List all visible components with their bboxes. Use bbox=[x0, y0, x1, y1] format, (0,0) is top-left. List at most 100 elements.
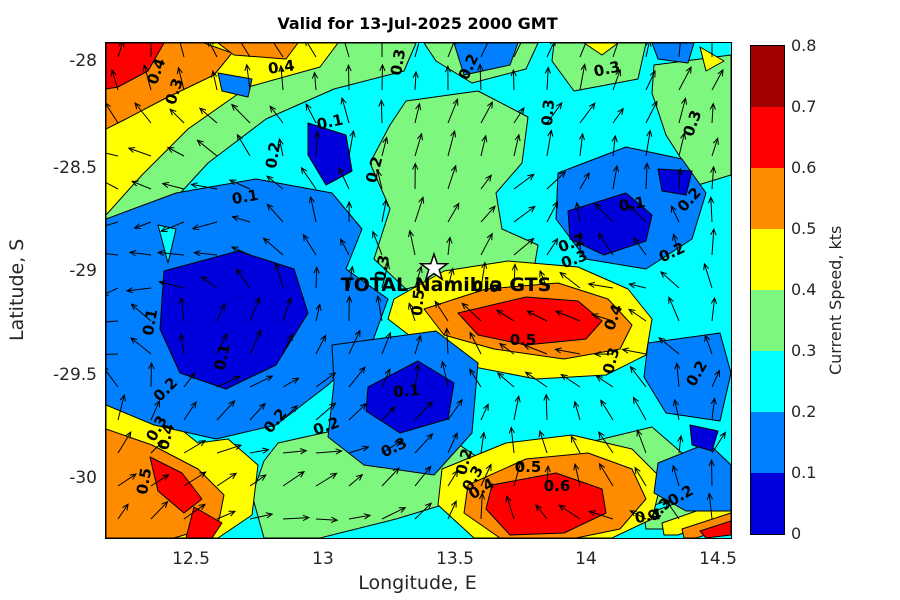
x-tick-label: 13.5 bbox=[436, 549, 474, 569]
quiver-arrow bbox=[176, 66, 185, 91]
quiver-arrow bbox=[709, 102, 716, 124]
quiver-arrow bbox=[578, 132, 585, 157]
quiver-arrow bbox=[414, 502, 433, 520]
quiver-arrow bbox=[110, 68, 119, 91]
quiver-arrow bbox=[708, 195, 715, 223]
quiver-arrow bbox=[216, 444, 243, 454]
quiver-arrow bbox=[703, 262, 713, 289]
quiver-arrow bbox=[593, 350, 614, 358]
quiver-arrow bbox=[183, 471, 207, 487]
quiver-arrow bbox=[546, 101, 563, 124]
contour-label: 0.3 bbox=[371, 253, 393, 282]
quiver-arrow bbox=[678, 97, 688, 124]
quiver-arrow bbox=[513, 394, 521, 421]
colorbar-label: Current Speed, kts bbox=[826, 225, 845, 375]
quiver-arrow bbox=[348, 445, 370, 454]
contour-label: 0.4 bbox=[633, 505, 662, 527]
contour-region bbox=[149, 456, 203, 514]
quiver-arrow bbox=[510, 68, 517, 91]
x-tick-label: 14 bbox=[575, 549, 597, 569]
quiver-arrow bbox=[117, 473, 138, 487]
quiver-arrow bbox=[480, 261, 488, 289]
contour-region bbox=[159, 250, 309, 390]
quiver-arrow bbox=[348, 473, 364, 487]
quiver-arrow bbox=[150, 440, 164, 454]
quiver-arrow bbox=[522, 344, 548, 355]
station-label: TOTAL Namibia GTS bbox=[341, 274, 552, 296]
quiver-arrow bbox=[148, 361, 155, 388]
quiver-arrow bbox=[524, 371, 548, 388]
quiver-arrow bbox=[183, 503, 207, 520]
quiver-arrow bbox=[634, 466, 647, 487]
colorbar bbox=[750, 45, 785, 535]
quiver-arrow bbox=[643, 161, 650, 190]
quiver-arrow bbox=[570, 435, 581, 454]
quiver-arrow bbox=[315, 303, 322, 322]
quiver-arrow bbox=[193, 250, 218, 257]
y-tick-label: -28.5 bbox=[53, 158, 97, 178]
quiver-arrow bbox=[150, 399, 160, 421]
quiver-arrow bbox=[480, 134, 488, 157]
quiver-arrow bbox=[678, 66, 692, 91]
quiver-arrow bbox=[379, 63, 386, 91]
quiver-arrow bbox=[106, 221, 119, 227]
quiver-arrow bbox=[447, 43, 457, 58]
contour-label: 0.5 bbox=[133, 466, 155, 495]
quiver-arrow bbox=[495, 309, 515, 322]
quiver-arrow bbox=[348, 129, 356, 157]
quiver-arrow bbox=[627, 204, 647, 223]
quiver-arrow bbox=[704, 334, 713, 355]
quiver-arrow bbox=[560, 373, 581, 388]
quiver-arrow bbox=[447, 469, 459, 487]
quiver-arrow bbox=[381, 367, 391, 388]
quiver-arrow bbox=[447, 98, 459, 124]
quiver-arrow bbox=[127, 147, 152, 157]
quiver-arrow bbox=[711, 68, 724, 91]
quiver-arrow bbox=[106, 367, 119, 388]
colorbar-segment bbox=[751, 229, 784, 290]
quiver-arrow bbox=[645, 43, 652, 58]
contour-label: 0.1 bbox=[315, 111, 345, 134]
contour-region bbox=[106, 43, 165, 90]
quiver-arrow bbox=[375, 169, 383, 190]
quiver-arrow bbox=[414, 334, 422, 355]
quiver-arrow bbox=[408, 229, 416, 256]
x-tick-label: 12.5 bbox=[172, 549, 210, 569]
quiver-arrow bbox=[156, 249, 185, 257]
quiver-arrow bbox=[183, 439, 207, 454]
x-tick-label: 13 bbox=[312, 549, 334, 569]
quiver-arrow bbox=[671, 464, 680, 487]
quiver-arrow bbox=[200, 275, 218, 289]
quiver-arrow bbox=[645, 69, 656, 91]
quiver-arrow bbox=[348, 329, 361, 355]
quiver-arrow bbox=[414, 132, 423, 157]
quiver-arrow bbox=[230, 103, 251, 124]
contour-label: 0.5 bbox=[510, 331, 537, 349]
quiver-arrow bbox=[216, 302, 226, 322]
quiver-arrow bbox=[710, 296, 718, 322]
quiver-arrow bbox=[508, 426, 515, 454]
quiver-arrow bbox=[678, 131, 687, 157]
quiver-arrow bbox=[249, 512, 274, 520]
quiver-arrow bbox=[161, 181, 185, 190]
quiver-arrow bbox=[600, 399, 614, 421]
quiver-arrow bbox=[480, 463, 492, 487]
station-marker-star bbox=[418, 251, 450, 282]
contour-region bbox=[485, 472, 607, 536]
quiver-arrow bbox=[308, 195, 317, 223]
quiver-arrow bbox=[664, 498, 680, 520]
quiver-arrow bbox=[238, 43, 251, 58]
quiver-arrow bbox=[611, 134, 618, 157]
quiver-arrow bbox=[348, 265, 355, 289]
quiver-arrow bbox=[150, 474, 170, 487]
quiver-arrow bbox=[106, 287, 119, 296]
quiver-arrow bbox=[348, 402, 367, 421]
quiver-arrow bbox=[636, 429, 647, 454]
quiver-arrow bbox=[381, 43, 383, 57]
quiver-arrow bbox=[315, 516, 339, 523]
colorbar-tick-label: 0.8 bbox=[791, 36, 817, 55]
y-tick-label: -30 bbox=[69, 468, 97, 488]
quiver-arrow bbox=[348, 366, 366, 388]
quiver-arrow bbox=[577, 230, 584, 256]
